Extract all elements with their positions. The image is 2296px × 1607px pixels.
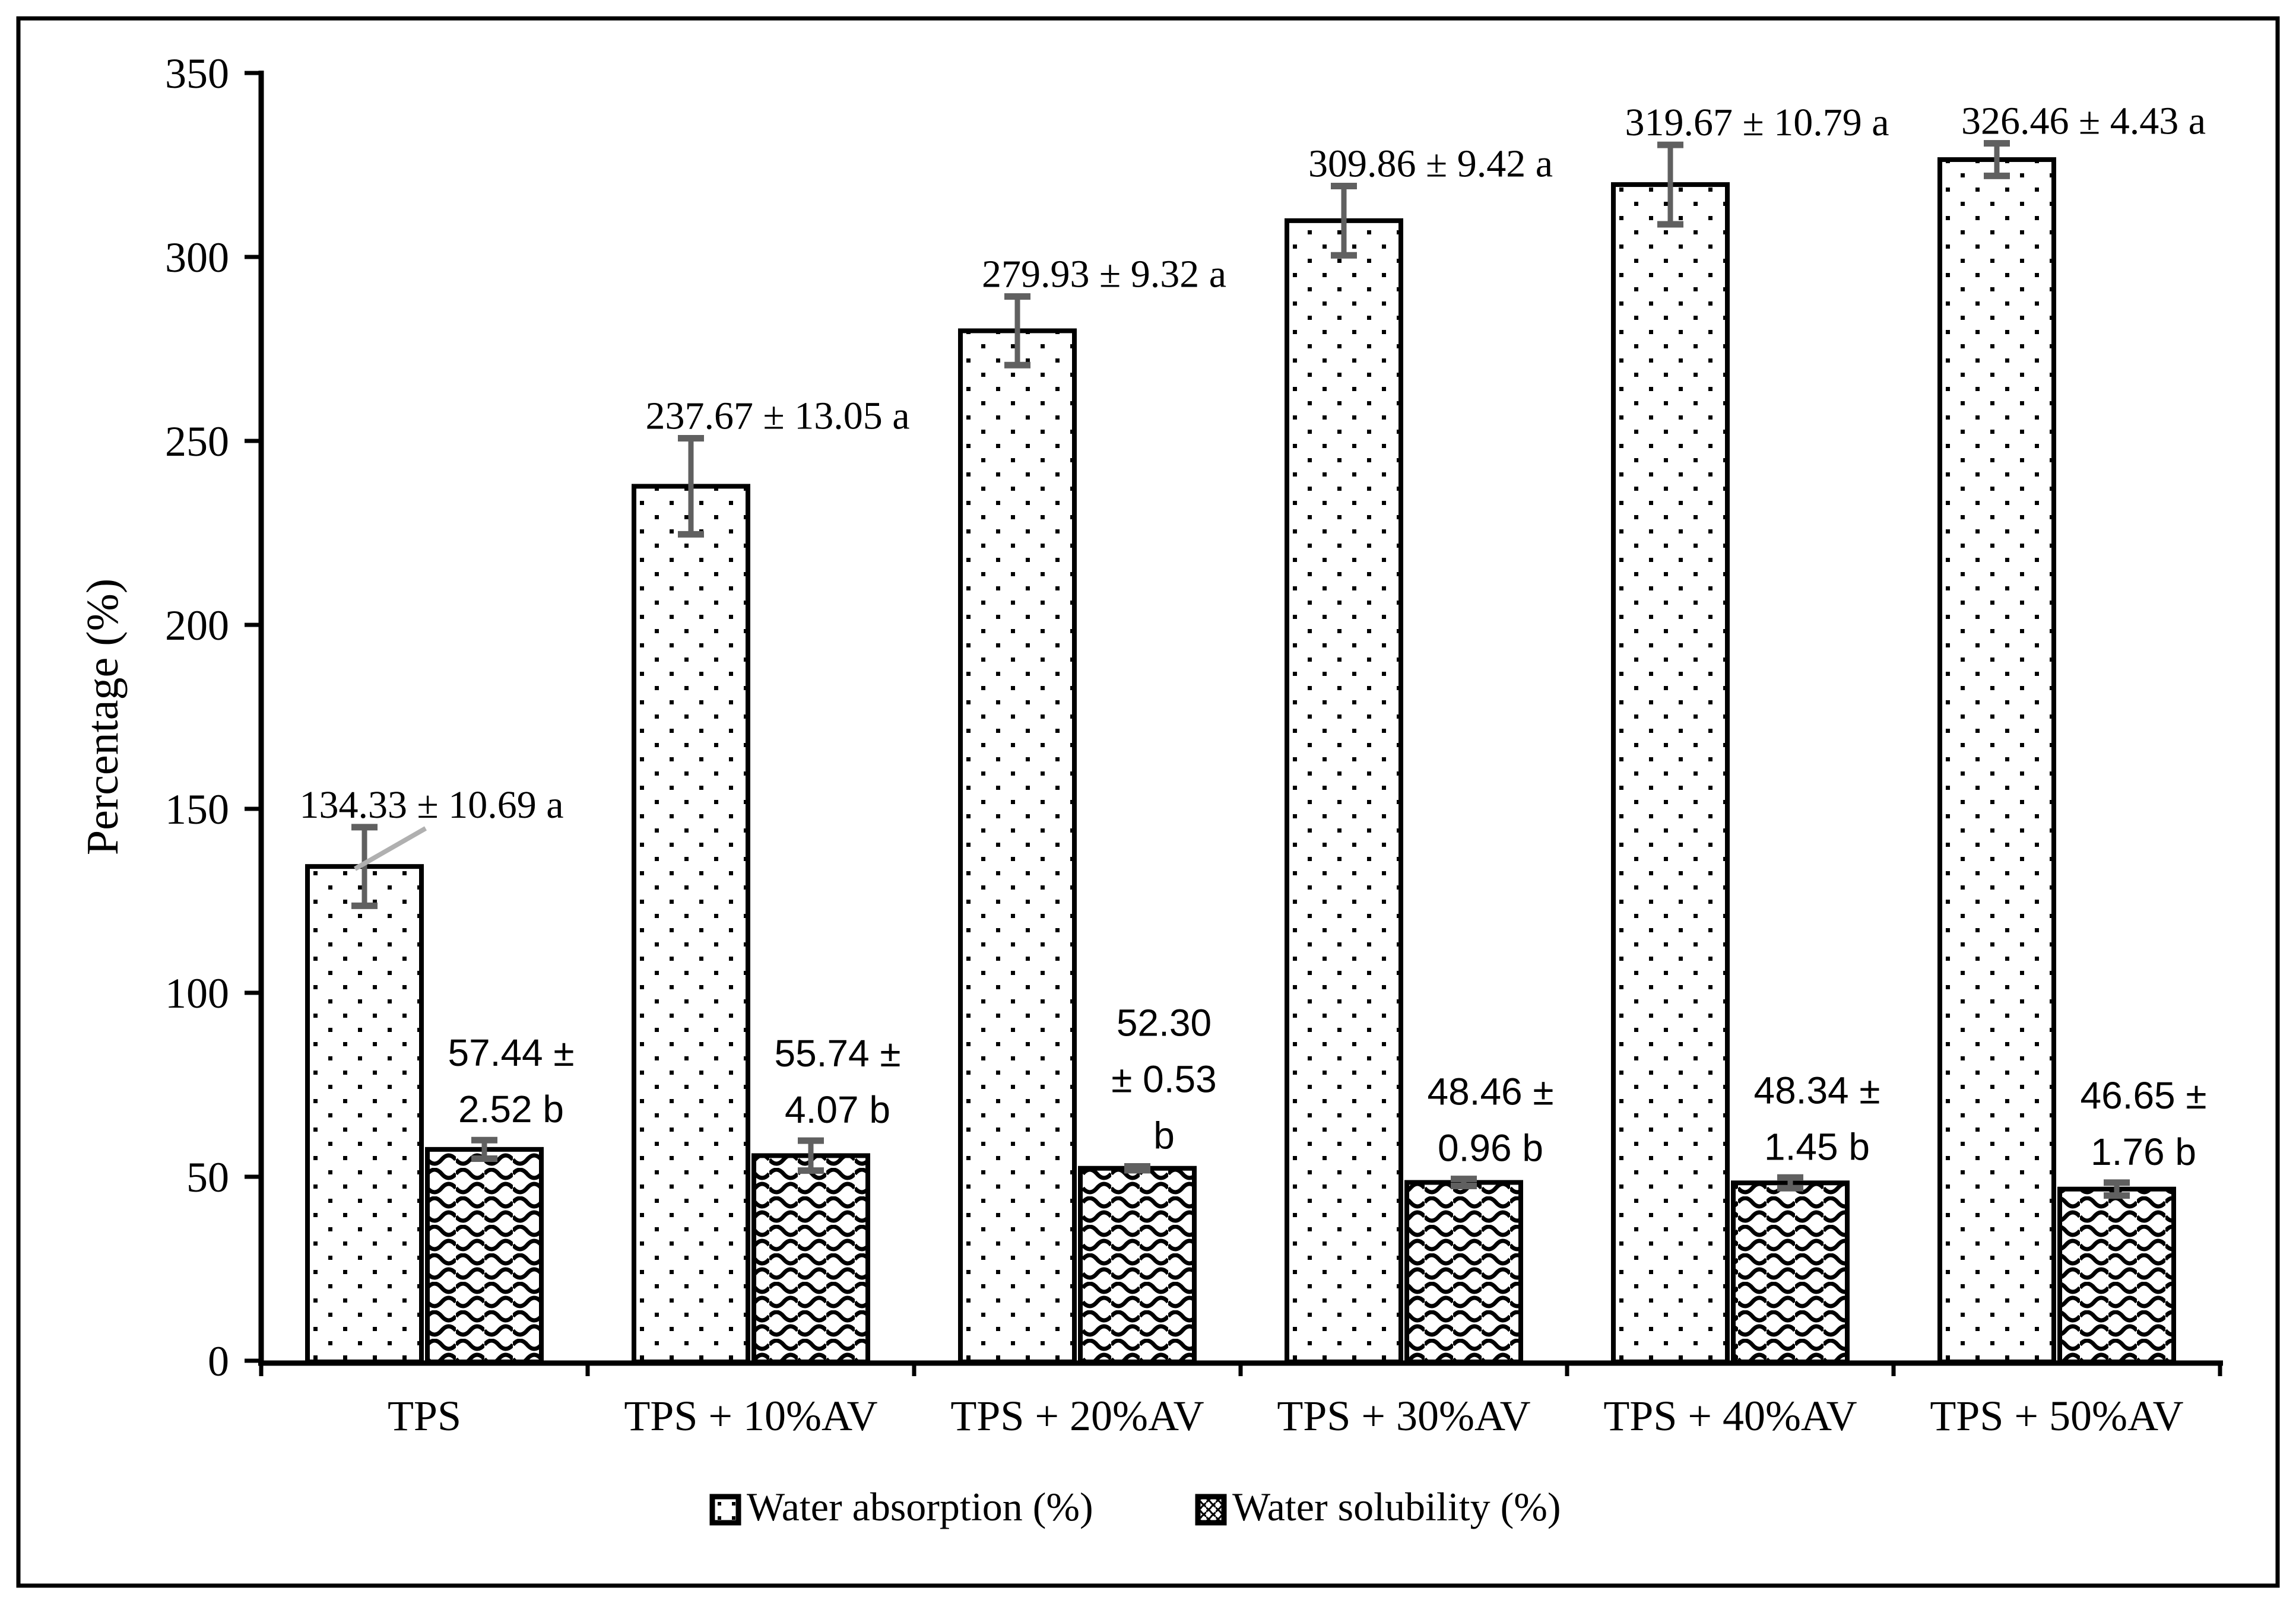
legend-layer: Water absorption (%) Water solubility (%) xyxy=(709,1484,1561,1529)
data-label-solubility: 0.96 b xyxy=(1438,1127,1543,1170)
bar-water-absorption xyxy=(1611,182,1730,1364)
bar-water-solubility xyxy=(1078,1165,1197,1364)
error-bars-layer xyxy=(351,139,2130,1199)
data-label-absorption: 319.67 ± 10.79 a xyxy=(1625,101,1889,144)
y-tick-label: 150 xyxy=(165,786,229,833)
category-label: TPS + 20%AV xyxy=(950,1392,1204,1440)
category-label: TPS + 10%AV xyxy=(624,1392,877,1440)
data-label-solubility: 46.65 ± xyxy=(2080,1074,2206,1117)
bar-water-absorption xyxy=(305,864,424,1365)
y-tick-label: 350 xyxy=(165,50,229,97)
data-label-solubility: 1.76 b xyxy=(2091,1130,2196,1173)
category-label: TPS + 40%AV xyxy=(1603,1392,1857,1440)
axes-layer: 0 50 100 150 200 250 300 350 TPS TPS + 10%AV TPS +… xyxy=(78,50,2223,1440)
bar-water-absorption xyxy=(958,328,1077,1365)
data-label-absorption: 309.86 ± 9.42 a xyxy=(1308,142,1553,185)
data-label-solubility: 48.34 ± xyxy=(1753,1069,1880,1111)
bar-water-absorption xyxy=(632,484,750,1364)
bar-water-solubility xyxy=(425,1147,544,1364)
leader-line xyxy=(354,826,427,871)
bar-water-solubility xyxy=(1404,1180,1523,1364)
data-label-solubility: 4.07 b xyxy=(785,1088,890,1131)
bars-layer xyxy=(305,157,2176,1365)
bar-water-solubility xyxy=(2057,1186,2176,1365)
legend-swatch-water-absorption xyxy=(709,1494,741,1526)
data-label-absorption: 326.46 ± 4.43 a xyxy=(1961,99,2206,142)
data-label-solubility: 2.52 b xyxy=(458,1088,564,1130)
y-tick-label: 100 xyxy=(165,970,229,1017)
category-label: TPS + 50%AV xyxy=(1930,1392,2183,1440)
y-axis-title: Percentage (%) xyxy=(78,579,128,855)
data-label-absorption: 134.33 ± 10.69 a xyxy=(299,783,563,827)
y-tick-label: 200 xyxy=(165,602,229,649)
data-label-solubility: b xyxy=(1153,1114,1175,1157)
y-tick-label: 50 xyxy=(186,1154,229,1201)
y-tick-label: 0 xyxy=(208,1338,229,1385)
data-label-solubility: ± 0.53 xyxy=(1111,1057,1216,1100)
legend-label: Water solubility (%) xyxy=(1232,1484,1561,1529)
data-label-solubility: 52.30 xyxy=(1117,1001,1212,1044)
data-label-absorption: 237.67 ± 13.05 a xyxy=(645,395,909,438)
bar-water-absorption xyxy=(1285,218,1403,1364)
category-label: TPS + 30%AV xyxy=(1277,1392,1530,1440)
data-label-absorption: 279.93 ± 9.32 a xyxy=(982,253,1226,296)
data-labels-layer: 134.33 ± 10.69 a 237.67 ± 13.05 a 279.93 ±… xyxy=(299,99,2206,1173)
y-tick-label: 300 xyxy=(165,234,229,281)
y-tick-label: 250 xyxy=(165,418,229,465)
data-label-solubility: 48.46 ± xyxy=(1427,1071,1553,1113)
bar-water-solubility xyxy=(751,1153,870,1364)
bar-water-absorption xyxy=(1937,157,2056,1364)
figure-border xyxy=(16,16,2280,1588)
category-label: TPS xyxy=(388,1392,461,1440)
data-label-solubility: 1.45 b xyxy=(1764,1125,1870,1168)
legend-swatch-water-solubility xyxy=(1195,1494,1227,1526)
bar-water-solubility xyxy=(1731,1180,1850,1364)
data-label-solubility: 57.44 ± xyxy=(448,1031,574,1074)
frame-layer xyxy=(16,16,2280,1588)
legend-label: Water absorption (%) xyxy=(747,1484,1093,1529)
data-label-solubility: 55.74 ± xyxy=(774,1032,900,1075)
